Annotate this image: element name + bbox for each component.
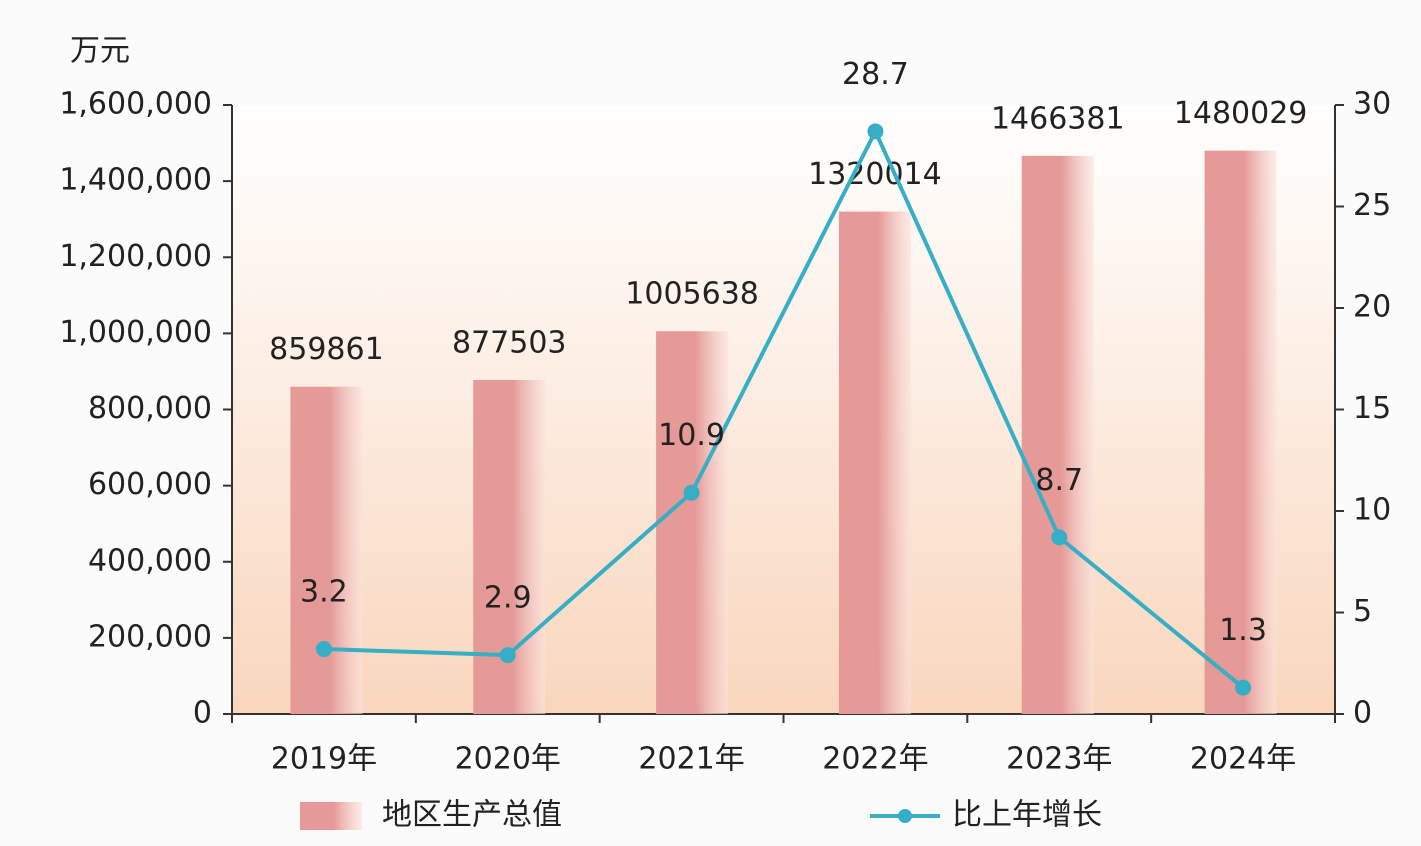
y2-tick-label: 0 [1353, 696, 1372, 731]
legend-label: 地区生产总值 [382, 798, 562, 833]
x-tick-label: 2024年 [1190, 742, 1296, 777]
line-point [1235, 679, 1252, 696]
y-tick-label: 600,000 [88, 467, 212, 502]
bar-value-label: 1466381 [991, 101, 1125, 136]
y-tick-label: 0 [193, 696, 212, 731]
x-tick-label: 2023年 [1006, 742, 1112, 777]
y2-tick-label: 20 [1353, 290, 1391, 325]
line-value-label: 8.7 [1035, 463, 1083, 498]
y2-tick-label: 25 [1353, 188, 1391, 223]
line-value-label: 28.7 [842, 57, 909, 92]
x-tick-label: 2021年 [638, 742, 744, 777]
y-tick-label: 400,000 [88, 543, 212, 578]
y-tick-label: 1,200,000 [59, 239, 212, 274]
line [323, 126, 1245, 690]
y-axis-unit: 万元 [70, 34, 130, 69]
bar-value-label: 1320014 [808, 157, 942, 192]
x-tick-label: 2022年 [822, 742, 928, 777]
legend-swatch-point [898, 809, 912, 823]
line-point [683, 484, 700, 501]
y-tick-label: 1,000,000 [59, 315, 212, 350]
legend-swatch [300, 802, 362, 830]
y-tick-label: 1,600,000 [59, 87, 212, 122]
x-tick-label: 2019年 [271, 742, 377, 777]
plot-area [232, 105, 1335, 714]
legend-label: 比上年增长 [952, 798, 1102, 833]
bar-value-label: 1480029 [1174, 96, 1308, 131]
bar [1021, 155, 1094, 714]
line-value-label: 10.9 [658, 418, 725, 453]
line-value-label: 2.9 [484, 581, 532, 616]
bar-value-label: 877503 [452, 326, 567, 361]
bar [290, 386, 363, 714]
y-tick-label: 800,000 [88, 391, 212, 426]
y2-tick-label: 15 [1353, 391, 1391, 426]
line-point [867, 123, 884, 140]
line-value-label: 1.3 [1219, 613, 1267, 648]
bar [838, 211, 911, 714]
y2-tick-label: 10 [1353, 493, 1391, 528]
bar [1204, 150, 1277, 715]
line-point [499, 647, 516, 664]
bar [656, 331, 729, 714]
y2-tick-label: 30 [1353, 87, 1391, 122]
line-value-label: 3.2 [300, 575, 348, 610]
line-point [315, 641, 332, 658]
y-tick-label: 1,400,000 [59, 163, 212, 198]
line-point [1051, 529, 1068, 546]
x-tick-label: 2020年 [455, 742, 561, 777]
bar-value-label: 859861 [269, 332, 384, 367]
y-tick-label: 200,000 [88, 619, 212, 654]
bar [473, 380, 546, 714]
y2-tick-label: 5 [1353, 594, 1372, 629]
bar-value-label: 1005638 [625, 277, 759, 312]
